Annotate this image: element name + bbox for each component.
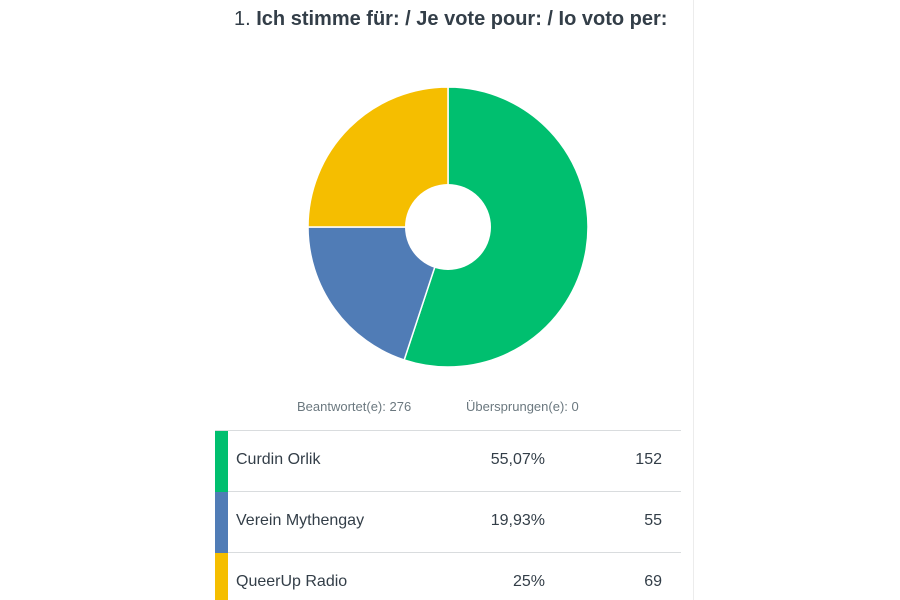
answer-label: QueerUp Radio <box>236 573 348 590</box>
legend-swatch <box>215 431 228 492</box>
answer-percent: 25% <box>512 573 545 590</box>
skipped-count: Übersprungen(e): 0 <box>466 399 579 414</box>
table-row: QueerUp Radio 25% 69 <box>215 553 681 600</box>
question-text: Ich stimme für: / Je vote pour: / Io vot… <box>256 8 668 30</box>
results-table: Curdin Orlik 55,07% 152 Verein Mythengay… <box>215 430 681 600</box>
answer-count: 152 <box>635 451 662 468</box>
question-number: 1. <box>234 8 251 30</box>
donut-chart <box>307 86 589 368</box>
donut-slice-verein-mythengay <box>307 226 450 361</box>
answer-percent: 55,07% <box>490 451 545 468</box>
donut-slices <box>307 86 589 368</box>
table-row: Verein Mythengay 19,93% 55 <box>215 492 681 553</box>
question-panel: 1. Ich stimme für: / Je vote pour: / Io … <box>215 0 694 600</box>
donut-slice-queerup-radio <box>307 86 449 228</box>
question-title: 1. Ich stimme für: / Je vote pour: / Io … <box>234 6 674 32</box>
legend-swatch <box>215 553 228 600</box>
answer-label: Verein Mythengay <box>236 512 365 529</box>
donut-hole <box>405 184 491 270</box>
table-row: Curdin Orlik 55,07% 152 <box>215 431 681 492</box>
answer-count: 55 <box>644 512 662 529</box>
donut-slice-curdin-orlik <box>403 86 589 368</box>
answer-count: 69 <box>644 573 662 590</box>
legend-swatch <box>215 492 228 553</box>
answer-percent: 19,93% <box>490 512 545 529</box>
answer-label: Curdin Orlik <box>236 451 321 468</box>
answered-count: Beantwortet(e): 276 <box>297 399 412 414</box>
